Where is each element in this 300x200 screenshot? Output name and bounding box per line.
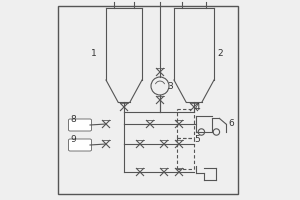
Text: 3: 3 [167, 82, 173, 90]
Text: 9: 9 [70, 134, 76, 144]
Text: 5: 5 [194, 134, 200, 144]
Text: 8: 8 [70, 114, 76, 123]
Text: 2: 2 [217, 49, 223, 58]
Text: 1: 1 [91, 49, 97, 58]
Text: 6: 6 [228, 118, 234, 128]
Text: 4: 4 [194, 102, 200, 112]
FancyBboxPatch shape [68, 139, 92, 151]
FancyBboxPatch shape [68, 119, 92, 131]
